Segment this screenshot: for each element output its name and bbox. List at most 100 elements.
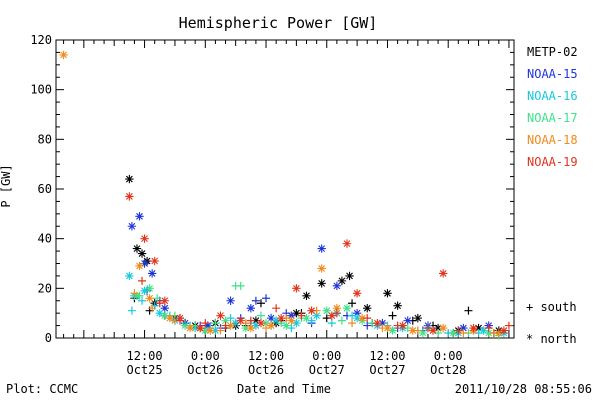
star-stroke — [135, 212, 144, 221]
plus-stroke — [236, 281, 245, 290]
star-stroke — [201, 326, 210, 335]
star-stroke — [165, 313, 175, 323]
star-stroke — [287, 311, 296, 320]
star-stroke — [307, 306, 316, 315]
star-stroke — [327, 311, 337, 320]
point-south-noaa-19 — [297, 311, 306, 320]
point-north-noaa-18 — [317, 264, 326, 273]
star-stroke — [140, 286, 149, 296]
point-north-noaa-19 — [150, 256, 159, 266]
point-north-metp-02 — [251, 316, 261, 325]
point-south-noaa-15 — [262, 294, 271, 303]
star-stroke — [292, 284, 301, 293]
point-north-noaa-18 — [246, 323, 256, 333]
star-stroke — [383, 289, 392, 298]
x-tick-label-date: Oct26 — [187, 363, 223, 377]
star-stroke — [332, 281, 342, 291]
star-stroke — [408, 326, 417, 335]
point-north-noaa-17 — [145, 284, 154, 293]
plus-stroke — [256, 311, 265, 320]
x-axis-label: Date and Time — [237, 382, 331, 396]
point-north-noaa-16 — [251, 321, 261, 330]
point-north-noaa-15 — [352, 308, 362, 318]
star-stroke — [494, 328, 504, 338]
point-north-noaa-17 — [132, 291, 142, 300]
star-stroke — [127, 222, 137, 231]
point-south-metp-02 — [256, 299, 265, 308]
star-stroke — [266, 321, 276, 330]
star-stroke — [241, 323, 250, 333]
footer-source: Plot: CCMC — [6, 382, 78, 396]
point-north-metp-02 — [337, 276, 347, 286]
point-north-noaa-15 — [140, 259, 149, 268]
point-north-noaa-19 — [277, 313, 286, 323]
point-south-noaa-17 — [337, 316, 346, 325]
point-north-metp-02 — [132, 244, 142, 253]
plus-stroke — [464, 306, 473, 315]
plus-stroke — [454, 326, 463, 335]
star-stroke — [474, 323, 483, 333]
star-stroke — [277, 313, 286, 323]
star-stroke — [438, 269, 448, 278]
star-stroke — [302, 313, 311, 323]
point-north-noaa-15 — [203, 321, 213, 330]
point-north-noaa-19 — [292, 284, 301, 293]
point-south-noaa-19 — [221, 321, 230, 330]
y-axis: 0 20 40 60 80 100 120 — [30, 33, 514, 345]
plus-stroke — [388, 311, 397, 320]
plus-stroke — [148, 304, 157, 313]
point-north-noaa-15 — [127, 222, 137, 231]
star-stroke — [292, 318, 301, 328]
plus-stroke — [262, 294, 271, 303]
plus-stroke — [327, 319, 336, 328]
star-stroke — [231, 318, 240, 328]
point-north-noaa-15 — [459, 323, 468, 333]
point-north-noaa-18 — [287, 316, 296, 325]
star-stroke — [317, 264, 326, 273]
x-tick-label-time: 12:00 — [369, 349, 405, 363]
point-north-noaa-15 — [226, 296, 235, 305]
plus-stroke — [504, 321, 513, 330]
point-north-noaa-19 — [438, 269, 448, 278]
star-stroke — [261, 318, 271, 328]
plus-stroke — [297, 311, 306, 320]
y-axis-label: P [GW] — [0, 164, 13, 207]
x-tick-label-time: 12:00 — [127, 349, 163, 363]
point-north-noaa-18 — [226, 321, 235, 330]
x-tick-label-date: Oct25 — [127, 363, 163, 377]
star-stroke — [251, 316, 261, 325]
legend-entry: NOAA-15 — [527, 67, 578, 81]
point-north-noaa-17 — [221, 316, 230, 325]
star-stroke — [221, 316, 230, 325]
plus-stroke — [348, 299, 357, 308]
point-north-noaa-15 — [378, 318, 387, 328]
point-north-noaa-18 — [438, 323, 448, 333]
point-north-noaa-17 — [180, 321, 190, 330]
point-north-noaa-15 — [246, 304, 256, 313]
y-tick-label: 40 — [38, 232, 52, 246]
footer-timestamp: 2011/10/28 08:55:06 — [455, 382, 592, 396]
star-stroke — [132, 291, 142, 300]
point-north-noaa-16 — [352, 313, 362, 323]
star-stroke — [352, 289, 362, 298]
point-north-noaa-17 — [388, 326, 397, 335]
y-tick-label: 80 — [38, 132, 52, 146]
star-stroke — [403, 316, 412, 325]
plus-stroke — [130, 289, 139, 298]
point-south-noaa-16 — [138, 296, 147, 305]
point-north-noaa-19 — [307, 306, 316, 315]
point-north-noaa-18 — [135, 261, 144, 271]
point-south-noaa-18 — [148, 304, 157, 313]
point-south-metp-02 — [348, 299, 357, 308]
point-south-noaa-17 — [236, 281, 245, 290]
point-north-noaa-17 — [282, 321, 291, 330]
star-stroke — [246, 323, 256, 333]
point-north-noaa-19 — [428, 326, 438, 335]
point-north-noaa-15 — [135, 212, 144, 221]
point-north-noaa-17 — [418, 328, 428, 338]
point-north-noaa-16 — [312, 311, 321, 320]
star-stroke — [317, 244, 326, 253]
plus-stroke — [246, 316, 255, 325]
point-north-noaa-19 — [327, 311, 337, 320]
point-south-noaa-17 — [256, 311, 265, 320]
